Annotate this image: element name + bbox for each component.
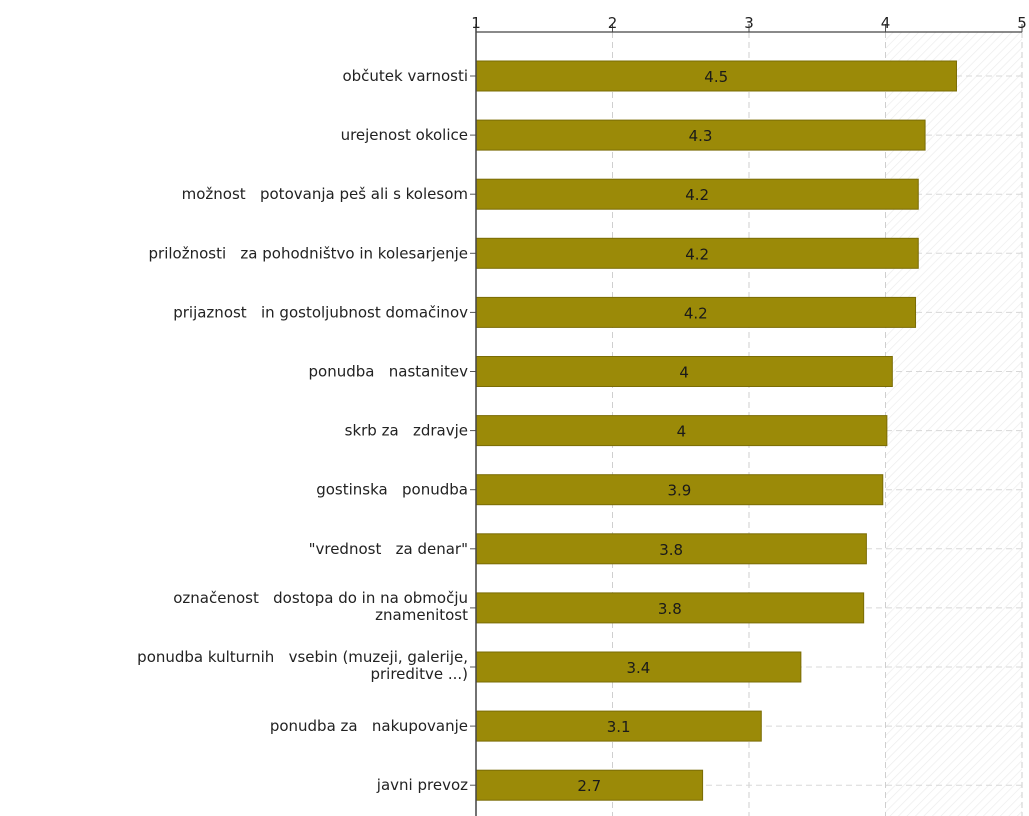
axes bbox=[470, 24, 1023, 816]
tick-label: 3 bbox=[744, 14, 754, 32]
category-labels: občutek varnosti urejenost okolice možnost… bbox=[137, 67, 468, 794]
bar bbox=[475, 533, 867, 565]
data-label: 4.5 bbox=[704, 68, 728, 86]
data-label: 4 bbox=[677, 423, 687, 441]
category-label: javni prevoz bbox=[376, 776, 468, 794]
bar bbox=[475, 769, 704, 801]
bar bbox=[475, 296, 917, 328]
tick-label: 2 bbox=[608, 14, 618, 32]
category-label: priložnosti za pohodništvo in kolesarjen… bbox=[149, 244, 469, 262]
data-label: 4.3 bbox=[689, 127, 713, 145]
bar bbox=[475, 474, 884, 506]
category-label: prijaznost in gostoljubnost domačinov bbox=[173, 303, 468, 321]
category-label: ponudba kulturnih vsebin (muzeji, galeri… bbox=[137, 648, 468, 683]
plot-hatch-region bbox=[885, 32, 1022, 816]
data-label: 4.2 bbox=[685, 186, 709, 204]
data-labels: 4.5 4.3 4.2 4.2 4.2 4 4 3.9 3.8 3.8 3.4 3.1 2.7 bbox=[577, 68, 728, 795]
data-label: 3.8 bbox=[659, 541, 683, 559]
bar bbox=[475, 119, 926, 151]
data-label: 3.4 bbox=[627, 659, 651, 677]
data-label: 4.2 bbox=[684, 304, 708, 322]
data-label: 3.9 bbox=[667, 482, 691, 500]
tick-labels: 1 2 3 4 5 bbox=[471, 14, 1027, 32]
bar bbox=[475, 651, 802, 683]
bar bbox=[475, 237, 919, 269]
data-label: 4.2 bbox=[685, 245, 709, 263]
category-label: urejenost okolice bbox=[341, 126, 468, 144]
bar bbox=[475, 178, 919, 210]
tick-label: 5 bbox=[1017, 14, 1027, 32]
bar bbox=[475, 415, 888, 447]
tick-label: 4 bbox=[881, 14, 891, 32]
data-label: 3.8 bbox=[658, 600, 682, 618]
bar bbox=[475, 710, 762, 742]
category-label: občutek varnosti bbox=[342, 67, 468, 85]
category-label: možnost potovanja peš ali s kolesom bbox=[182, 185, 468, 203]
bar bbox=[475, 592, 865, 624]
category-label: ponudba nastanitev bbox=[309, 363, 469, 381]
category-label: "vrednost za denar" bbox=[309, 540, 468, 558]
data-label: 3.1 bbox=[607, 718, 631, 736]
category-label: ponudba za nakupovanje bbox=[270, 717, 468, 735]
category-label: skrb za zdravje bbox=[345, 422, 468, 440]
plot-background bbox=[885, 32, 1022, 816]
bars bbox=[475, 60, 957, 801]
data-label: 4 bbox=[679, 364, 689, 382]
category-label: označenost dostopa do in na območju zname… bbox=[173, 589, 468, 624]
tick-label: 1 bbox=[471, 14, 481, 32]
category-label: gostinska ponudba bbox=[316, 481, 468, 499]
data-label: 2.7 bbox=[577, 777, 601, 795]
